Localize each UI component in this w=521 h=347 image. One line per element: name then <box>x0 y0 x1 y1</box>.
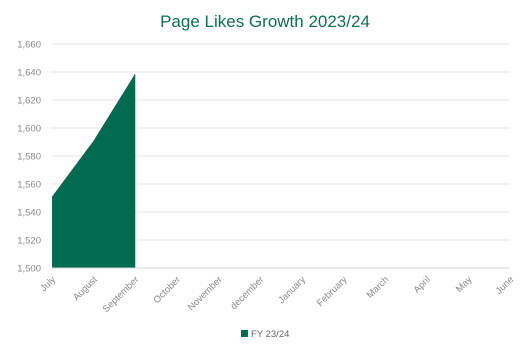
y-axis-ticks: 1,500 1,520 1,540 1,560 1,580 1,600 1,620 1,640… <box>17 40 41 275</box>
y-tick-label: 1,660 <box>17 40 41 51</box>
y-tick-label: 1,580 <box>17 152 41 163</box>
y-tick-label: 1,620 <box>17 96 41 107</box>
y-tick-label: 1,540 <box>17 208 41 219</box>
chart-title: Page Likes Growth 2023/24 <box>160 12 370 31</box>
x-tick-label: November <box>186 274 225 313</box>
plot-area <box>52 73 136 269</box>
y-tick-label: 1,600 <box>17 124 41 135</box>
y-tick-label: 1,560 <box>17 180 41 191</box>
y-tick-label: 1,500 <box>17 264 41 275</box>
x-tick-label: January <box>276 274 308 306</box>
legend: FY 23/24 <box>241 329 289 340</box>
x-tick-label: September <box>101 274 142 315</box>
x-tick-label: April <box>412 274 433 295</box>
x-tick-label: december <box>229 274 267 312</box>
x-tick-label: July <box>38 274 58 294</box>
x-tick-label: June <box>494 274 516 296</box>
x-tick-label: May <box>454 274 475 295</box>
x-tick-label: March <box>365 274 391 300</box>
x-tick-label: February <box>315 274 350 309</box>
y-tick-label: 1,640 <box>17 68 41 79</box>
area-series <box>52 73 136 269</box>
x-tick-label: August <box>71 274 100 303</box>
x-axis-ticks: July August September October November decemb… <box>38 274 516 315</box>
y-tick-label: 1,520 <box>17 236 41 247</box>
legend-label: FY 23/24 <box>251 329 289 340</box>
x-tick-label: October <box>151 274 183 306</box>
legend-swatch <box>241 330 248 337</box>
